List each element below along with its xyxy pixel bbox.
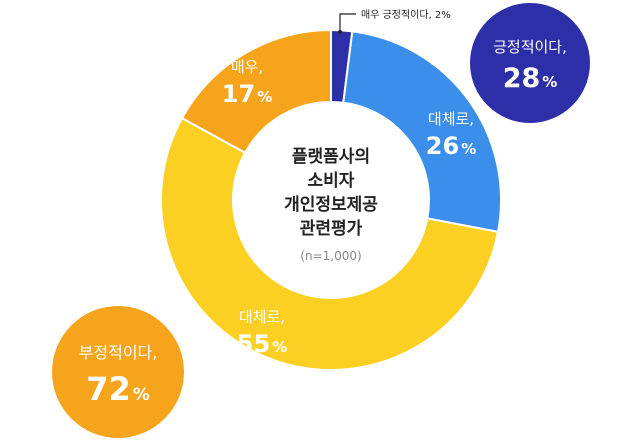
slice-value-pct-3: %	[257, 88, 272, 106]
summary-negative-name: 부정적이다,	[79, 343, 158, 362]
slice-3	[180, 28, 332, 155]
callout-small-label: 매우 긍정적이다, 2%	[361, 9, 451, 21]
slice-value-pct-2: %	[272, 338, 287, 356]
slice-1	[342, 30, 502, 234]
callout-line	[339, 13, 356, 32]
slice-value-number-2: 55	[237, 330, 270, 358]
center-note: (n=1,000)	[300, 249, 361, 263]
center-title-line-1: 플랫폼사의	[292, 147, 370, 167]
summary-positive-name: 긍정적이다,	[493, 38, 567, 56]
slice-label-value-2: 55%	[237, 330, 287, 358]
summary-positive-circle	[470, 3, 590, 123]
summary-negative-pct: %	[133, 385, 150, 405]
center-title-line-3: 개인정보제공	[284, 195, 378, 215]
summary-negative-bubble: 부정적이다, 72%	[52, 306, 184, 438]
center-title-line-4: 관련평가	[300, 219, 363, 239]
summary-negative-value: 72%	[86, 370, 150, 408]
slice-label-value-3: 17%	[222, 80, 272, 108]
summary-positive-bubble: 긍정적이다, 28%	[470, 3, 590, 123]
summary-negative-number: 72	[86, 370, 131, 408]
slice-label-name-2: 대체로,	[239, 308, 285, 326]
slice-value-number-1: 26	[426, 132, 459, 160]
slice-2	[160, 116, 500, 371]
slice-value-number-3: 17	[222, 80, 255, 108]
donut-slices	[160, 28, 502, 371]
summary-negative-circle	[52, 306, 184, 438]
slice-value-pct-1: %	[461, 140, 476, 158]
slice-labels: 대체로, 26 % 대체로, 55 % 매우, 17%	[222, 58, 476, 358]
summary-positive-pct: %	[542, 73, 557, 91]
slice-label-name-3: 매우,	[231, 58, 263, 76]
slice-label-value-1: 26%	[426, 132, 476, 160]
summary-positive-number: 28	[503, 63, 541, 94]
center-title-line-2: 소비자	[308, 171, 355, 191]
slice-label-name-1: 대체로,	[428, 110, 474, 128]
summary-positive-value: 28%	[503, 63, 558, 94]
callout-small: 매우 긍정적이다, 2%	[338, 9, 451, 34]
center-title: 플랫폼사의 소비자 개인정보제공 관련평가 (n=1,000)	[284, 147, 378, 263]
callout-dot	[338, 30, 342, 34]
